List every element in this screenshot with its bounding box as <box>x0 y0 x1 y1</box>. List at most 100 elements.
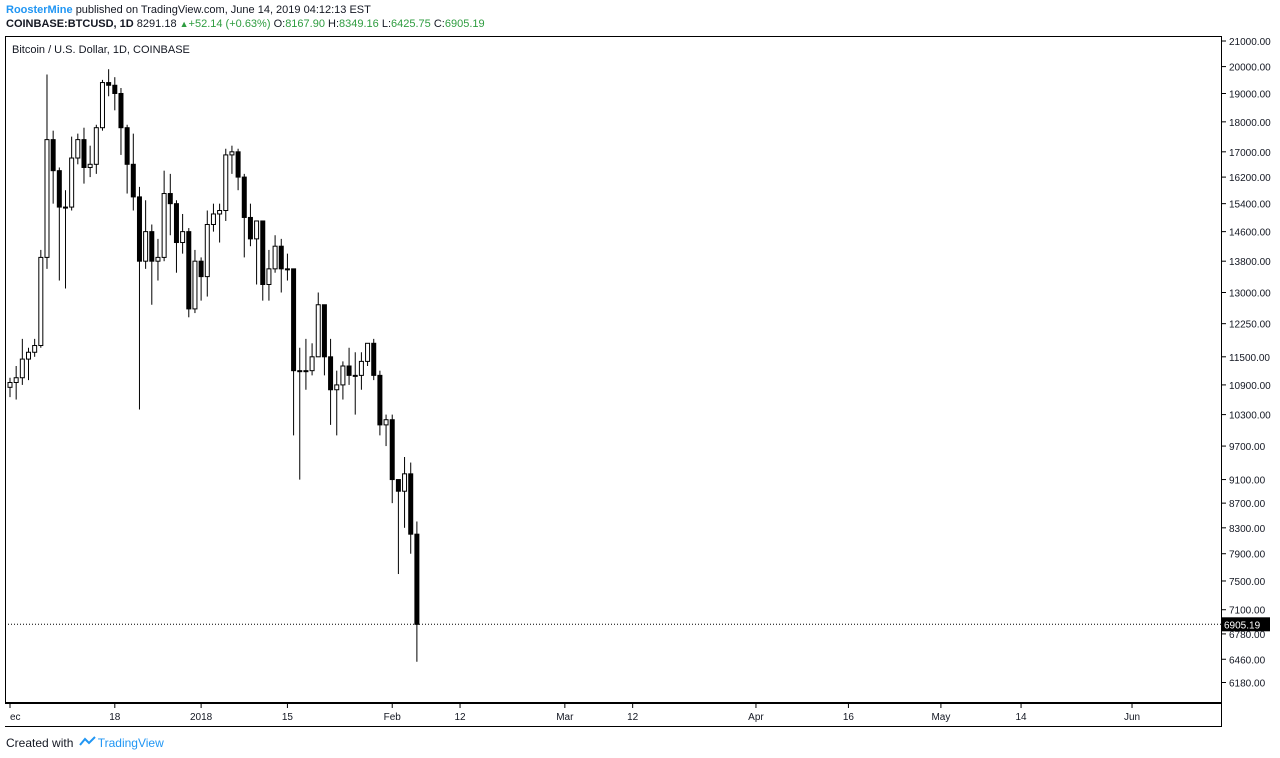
candle-body <box>247 216 253 240</box>
candle[interactable] <box>340 361 346 400</box>
plot-area[interactable] <box>5 36 1222 703</box>
candle[interactable] <box>272 235 278 273</box>
candle[interactable] <box>112 77 118 111</box>
candle-body <box>75 139 81 159</box>
candle[interactable] <box>99 79 105 131</box>
candle[interactable] <box>149 224 155 305</box>
candle[interactable] <box>217 203 223 243</box>
candle[interactable] <box>402 457 408 528</box>
candle[interactable] <box>328 338 334 425</box>
price-change: +52.14 (+0.63%) <box>188 18 271 30</box>
time-axis[interactable]: ec 18 2018 15 Feb 12 Mar 12 Apr 16 May 14 Jun <box>9 703 1140 723</box>
candle[interactable] <box>50 130 56 204</box>
candle-body <box>340 365 346 386</box>
price-axis[interactable]: 21000.00 20000.00 19000.00 18000.00 17000.00… <box>1221 37 1271 689</box>
candle[interactable] <box>75 133 81 165</box>
candle[interactable] <box>210 203 216 232</box>
time-tick-label: May <box>931 712 950 723</box>
chart-container[interactable]: Bitcoin / U.S. Dollar, 1D, COINBASE 2100… <box>5 36 1275 727</box>
candle[interactable] <box>167 173 173 236</box>
candle-body <box>260 220 266 286</box>
candle[interactable] <box>155 238 161 281</box>
candle[interactable] <box>303 338 309 390</box>
candle[interactable] <box>7 377 13 398</box>
candle[interactable] <box>93 124 99 174</box>
candle[interactable] <box>291 268 297 436</box>
candle-body <box>229 151 235 156</box>
candle[interactable] <box>136 186 142 410</box>
candle[interactable] <box>266 249 272 301</box>
candle[interactable] <box>44 74 50 269</box>
tradingview-brand[interactable]: TradingView <box>97 736 164 751</box>
candle[interactable] <box>161 170 167 262</box>
close-label: C: <box>433 18 445 30</box>
candle[interactable] <box>143 200 149 269</box>
candle[interactable] <box>87 145 93 178</box>
time-tick-label: 12 <box>454 712 466 723</box>
candle[interactable] <box>204 210 210 297</box>
candle[interactable] <box>358 352 364 390</box>
candle[interactable] <box>198 257 204 301</box>
candle[interactable] <box>69 136 75 211</box>
candle-body <box>266 268 272 286</box>
candle[interactable] <box>186 228 192 318</box>
tradingview-logo-icon[interactable] <box>78 736 97 750</box>
candle[interactable] <box>383 414 389 447</box>
candle[interactable] <box>235 148 241 191</box>
candle[interactable] <box>56 167 62 281</box>
candle[interactable] <box>81 127 87 184</box>
candle[interactable] <box>229 145 235 174</box>
candle[interactable] <box>32 338 38 357</box>
candles-group <box>7 69 420 662</box>
candle[interactable] <box>106 69 112 97</box>
chart-title: Bitcoin / U.S. Dollar, 1D, COINBASE <box>12 44 190 56</box>
time-tick-label: Apr <box>748 712 764 723</box>
time-tick-label: 14 <box>1015 712 1027 723</box>
candle[interactable] <box>130 133 136 211</box>
candle[interactable] <box>38 249 44 348</box>
candle[interactable] <box>241 173 247 258</box>
candle[interactable] <box>223 148 229 221</box>
candle-body <box>328 356 334 391</box>
author-name[interactable]: RoosterMine <box>6 4 73 16</box>
candle[interactable] <box>346 347 352 385</box>
candle[interactable] <box>315 292 321 358</box>
candle-body <box>161 193 167 258</box>
candle[interactable] <box>118 87 124 155</box>
candle[interactable] <box>180 213 186 254</box>
candle[interactable] <box>408 462 414 554</box>
candle-body <box>44 139 50 258</box>
candle[interactable] <box>254 220 260 285</box>
candle[interactable] <box>377 370 383 436</box>
candle[interactable] <box>389 414 395 504</box>
candle[interactable] <box>124 124 130 194</box>
candle[interactable] <box>352 352 358 415</box>
candle[interactable] <box>247 203 253 247</box>
candle-body <box>99 82 105 129</box>
candle[interactable] <box>25 347 31 381</box>
candle-body <box>278 245 284 270</box>
candle[interactable] <box>334 370 340 436</box>
candle[interactable] <box>278 238 284 293</box>
candle[interactable] <box>365 342 371 367</box>
candle[interactable] <box>192 249 198 314</box>
candle[interactable] <box>321 304 327 376</box>
candle-body <box>38 256 44 347</box>
candle[interactable] <box>19 338 25 385</box>
footer: Created with TradingView <box>6 736 164 752</box>
candle-body <box>93 127 99 165</box>
candle[interactable] <box>309 343 315 376</box>
candle[interactable] <box>173 200 179 273</box>
candle[interactable] <box>13 366 19 400</box>
candle[interactable] <box>62 190 68 289</box>
candle-body <box>321 304 327 358</box>
candlestick-chart[interactable]: Bitcoin / U.S. Dollar, 1D, COINBASE 2100… <box>5 36 1275 727</box>
candle-body <box>56 170 62 208</box>
candle[interactable] <box>260 220 266 301</box>
candle-body <box>50 139 56 172</box>
candle-body <box>297 370 303 373</box>
candle[interactable] <box>371 338 377 381</box>
candle[interactable] <box>395 479 401 575</box>
candle[interactable] <box>297 347 303 480</box>
candle[interactable] <box>284 253 290 281</box>
